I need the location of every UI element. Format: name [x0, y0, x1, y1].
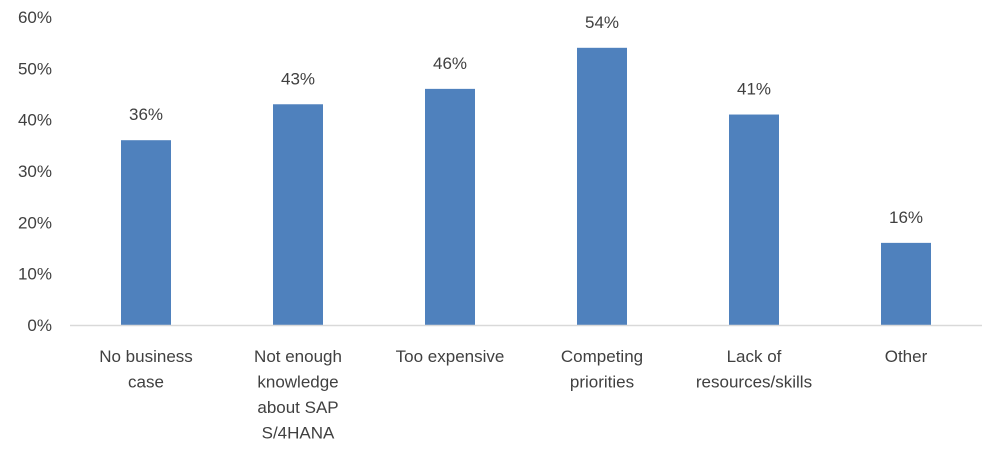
- bar: [425, 88, 475, 325]
- bar-series: [121, 47, 931, 326]
- y-tick-label: 40%: [18, 111, 52, 130]
- y-axis: 0% 10% 20% 30% 40% 50% 60%: [18, 8, 52, 335]
- bar: [729, 114, 779, 326]
- x-category-label-line: Not enough: [254, 347, 342, 366]
- x-category-label-line: resources/skills: [696, 373, 812, 392]
- data-labels: 36% 43% 46% 54% 41% 16%: [129, 13, 923, 227]
- x-category-label-line: about SAP: [257, 398, 338, 417]
- x-category-label: No business case: [99, 347, 193, 392]
- x-category-label-line: No business: [99, 347, 193, 366]
- data-label: 54%: [585, 13, 619, 32]
- x-category-label-line: Lack of: [727, 347, 782, 366]
- x-category-label-line: Other: [885, 347, 928, 366]
- y-tick-label: 30%: [18, 162, 52, 181]
- y-tick-label: 10%: [18, 265, 52, 284]
- x-axis-category-labels: No business case Not enough knowledge about …: [99, 347, 927, 443]
- x-category-label: Not enough knowledge about SAP S/4HANA: [254, 347, 342, 443]
- bar: [577, 47, 627, 326]
- x-category-label-line: Too expensive: [396, 347, 505, 366]
- bar: [273, 104, 323, 326]
- x-category-label: Competing priorities: [561, 347, 643, 392]
- x-category-label-line: knowledge: [257, 373, 338, 392]
- data-label: 41%: [737, 80, 771, 99]
- data-label: 46%: [433, 54, 467, 73]
- data-label: 43%: [281, 69, 315, 88]
- y-tick-label: 0%: [27, 316, 52, 335]
- y-tick-label: 50%: [18, 59, 52, 78]
- x-category-label: Other: [885, 347, 928, 366]
- bar: [881, 242, 931, 325]
- bar: [121, 140, 171, 325]
- x-category-label-line: case: [128, 373, 164, 392]
- x-category-label: Lack of resources/skills: [696, 347, 812, 392]
- data-label: 16%: [889, 208, 923, 227]
- x-category-label-line: priorities: [570, 373, 634, 392]
- y-tick-label: 20%: [18, 213, 52, 232]
- data-label: 36%: [129, 105, 163, 124]
- x-category-label-line: S/4HANA: [262, 424, 335, 443]
- x-category-label: Too expensive: [396, 347, 505, 366]
- x-category-label-line: Competing: [561, 347, 643, 366]
- y-tick-label: 60%: [18, 8, 52, 27]
